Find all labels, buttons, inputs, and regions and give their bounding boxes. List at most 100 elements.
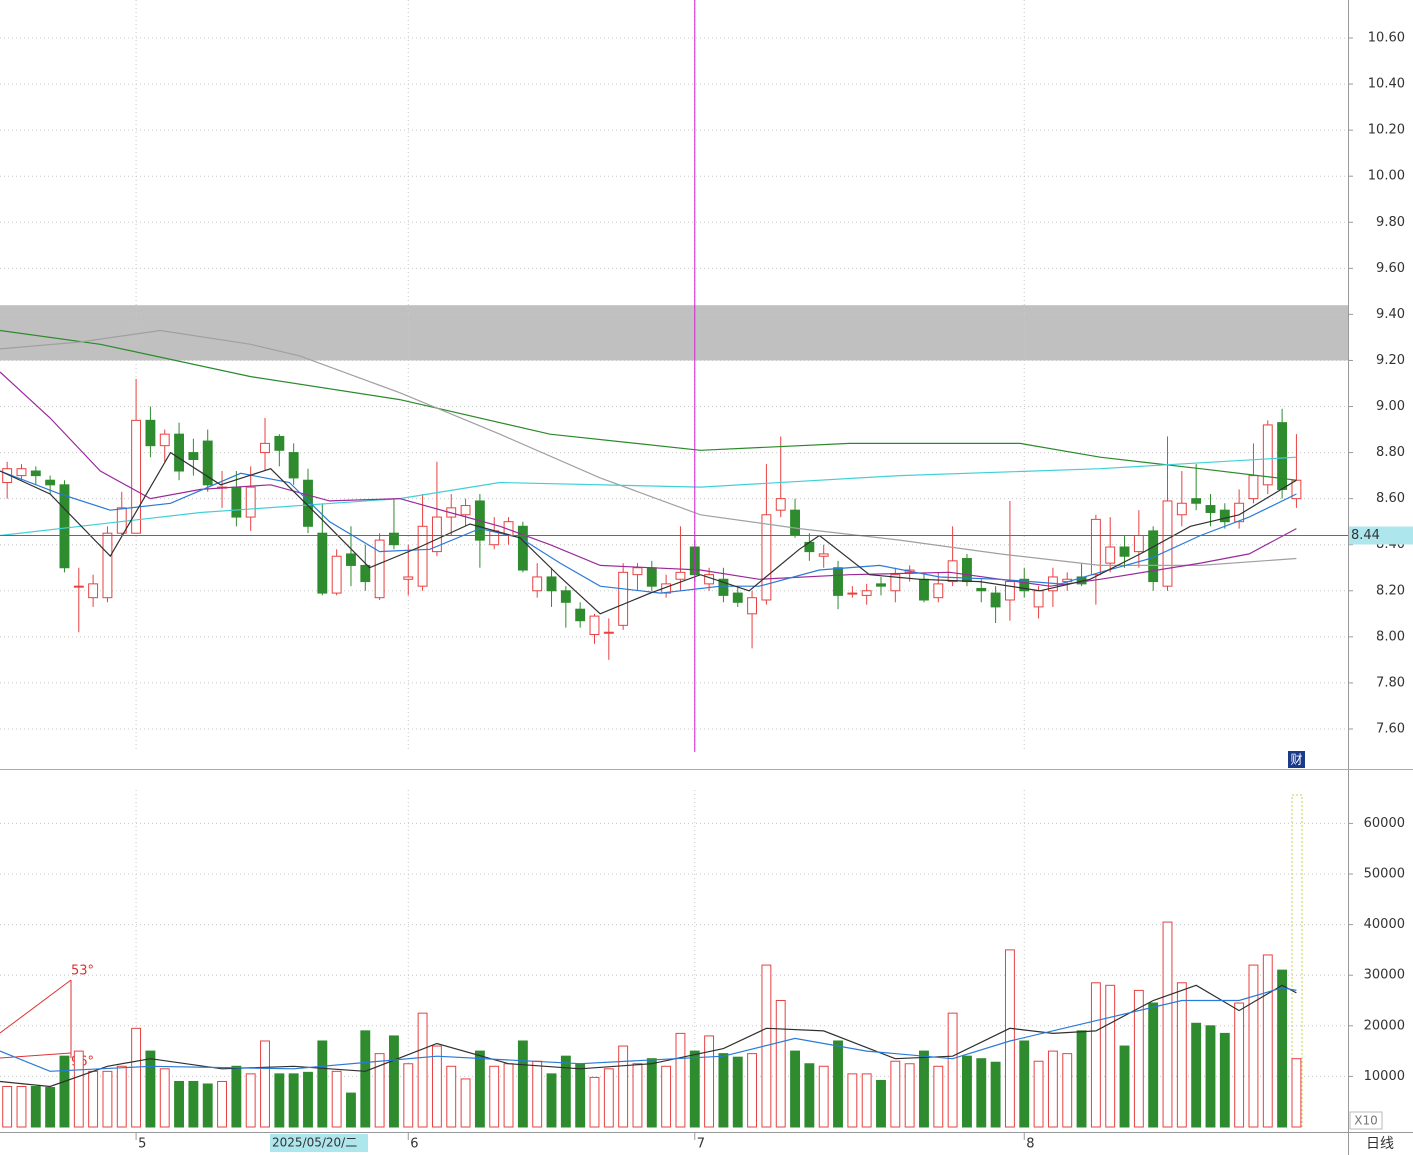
y-tick-label: 10.40 <box>1368 77 1405 92</box>
candle-body <box>59 484 70 569</box>
volume-bar <box>732 1056 743 1128</box>
candle-body <box>389 532 399 546</box>
volume-bar <box>933 1065 944 1128</box>
candle-body <box>202 440 213 486</box>
candle-body <box>159 433 170 447</box>
x-tick-label: 5 <box>138 1137 146 1152</box>
volume-bar <box>976 1058 987 1128</box>
volume-bar <box>919 1050 929 1128</box>
candle-body <box>546 576 557 592</box>
volume-bar <box>1062 1053 1073 1128</box>
candle-body <box>188 452 199 460</box>
candle-body <box>116 507 127 534</box>
candle-body <box>131 419 142 534</box>
candle-body <box>317 532 328 594</box>
candle-body <box>431 516 442 553</box>
candle-body <box>45 479 56 486</box>
angle-line <box>0 979 72 1034</box>
candle-body <box>16 468 27 477</box>
y-tick-label: 9.80 <box>1376 215 1405 230</box>
volume-bar <box>589 1076 600 1128</box>
volume-bar <box>546 1073 557 1128</box>
volume-bar <box>876 1079 886 1128</box>
volume-bar <box>646 1058 657 1128</box>
volume-bar <box>603 1068 614 1128</box>
y-tick-label: 40000 <box>1364 917 1405 932</box>
y-tick-label: 50000 <box>1364 866 1405 881</box>
icon[interactable] <box>1288 751 1305 768</box>
candle-body <box>1119 546 1130 557</box>
candle-body <box>876 583 886 587</box>
volume-bar <box>1205 1025 1216 1128</box>
cursor-date-box <box>270 1134 368 1152</box>
volume-bar <box>847 1073 858 1128</box>
y-tick-label: 9.00 <box>1376 399 1405 414</box>
volume-unit: X10 <box>1354 1114 1378 1128</box>
y-tick-label: 60000 <box>1364 816 1405 831</box>
candle-body <box>145 419 156 447</box>
volume-bar <box>747 1053 758 1128</box>
volume-bar <box>1004 949 1015 1128</box>
volume-bar <box>575 1063 586 1128</box>
volume-bar <box>1248 964 1259 1128</box>
candle-body <box>73 585 84 588</box>
volume-bar <box>1033 1060 1044 1128</box>
volume-bar <box>962 1055 972 1128</box>
candle-body <box>374 539 385 599</box>
candle-body <box>231 486 242 518</box>
y-tick-label: 30000 <box>1364 968 1405 983</box>
volume-bar <box>145 1050 156 1128</box>
candle-body <box>718 578 729 596</box>
y-tick-label: 10.00 <box>1368 169 1405 184</box>
candle-body <box>102 532 113 599</box>
volume-bar <box>374 1053 385 1128</box>
volume-bar <box>1119 1045 1130 1128</box>
candle-body <box>88 583 99 599</box>
candle-body <box>1133 534 1144 553</box>
volume-bar <box>59 1055 70 1128</box>
candle-body <box>747 597 758 615</box>
candle-body <box>417 525 428 587</box>
candle-body <box>1219 509 1230 523</box>
volume-bar <box>560 1055 571 1128</box>
candle-body <box>990 592 1001 608</box>
icon-label[interactable]: 财 <box>1290 753 1302 767</box>
x-tick-label: 7 <box>697 1137 705 1152</box>
cursor-highlight <box>1291 794 1303 1128</box>
candle-body <box>976 587 987 592</box>
crosshair-price-label: 8.44 <box>1351 528 1380 543</box>
volume-bar <box>775 999 786 1128</box>
candle-body <box>833 567 843 596</box>
volume-bar <box>331 1070 342 1128</box>
candle-body <box>947 560 958 583</box>
y-tick-label: 20000 <box>1364 1018 1405 1033</box>
volume-bar <box>947 1012 958 1128</box>
volume-bar <box>202 1083 213 1128</box>
volume-bar <box>389 1035 399 1128</box>
candle-body <box>331 555 342 594</box>
candle-body <box>1019 578 1030 592</box>
volume-bar <box>446 1065 457 1128</box>
candle-body <box>303 479 313 527</box>
volume-bar <box>818 1065 829 1128</box>
volume-bar <box>1148 1002 1159 1128</box>
y-tick-label: 10000 <box>1364 1069 1405 1084</box>
volume-bar <box>1162 921 1173 1128</box>
candle-body <box>1090 518 1101 576</box>
volume-bar <box>618 1045 629 1128</box>
y-tick-label: 10.20 <box>1368 123 1405 138</box>
candle-body <box>1105 546 1116 564</box>
period-label[interactable]: 日线 <box>1366 1136 1394 1152</box>
candle-body <box>933 583 944 599</box>
volume-bar <box>2 1086 13 1128</box>
candle-body <box>618 571 629 626</box>
volume-bar <box>1191 1022 1202 1128</box>
candle-body <box>1262 424 1273 486</box>
candle-body <box>1191 498 1202 504</box>
volume-bar <box>1176 982 1187 1128</box>
x-tick-label: 8 <box>1026 1137 1034 1152</box>
candle-body <box>460 505 471 516</box>
volume-bar <box>403 1063 414 1128</box>
volume-bar <box>632 1063 643 1128</box>
